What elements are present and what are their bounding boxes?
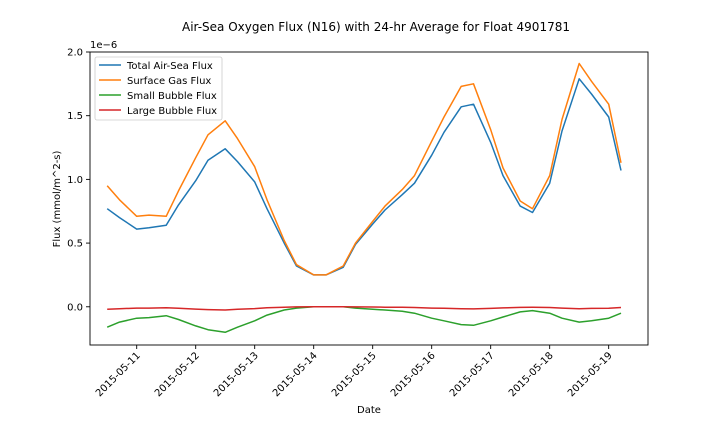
series-line <box>106 62 622 276</box>
y-tick-label: 0.5 <box>67 239 83 250</box>
x-tick-label: 2015-05-11 <box>94 350 143 399</box>
series-line <box>106 306 622 334</box>
x-tick-label: 2015-05-16 <box>389 350 438 399</box>
y-tick-label: 1.0 <box>67 175 83 186</box>
y-tick-label: 0.0 <box>67 302 83 313</box>
x-tick-label: 2015-05-12 <box>153 350 202 399</box>
chart-title: Air-Sea Oxygen Flux (N16) with 24-hr Ave… <box>182 20 570 34</box>
series-line <box>107 306 622 311</box>
plot-frame <box>89 51 649 346</box>
y-offset-label: 1e−6 <box>90 40 117 51</box>
y-axis-label: Flux (mmol/m^2-s) <box>52 150 63 247</box>
x-tick-label: 2015-05-14 <box>271 350 320 399</box>
x-tick-label: 2015-05-19 <box>566 350 615 399</box>
y-tick-label: 2.0 <box>67 48 83 59</box>
x-tick-label: 2015-05-18 <box>507 350 556 399</box>
legend-box <box>94 56 223 121</box>
x-axis-label: Date <box>357 405 381 416</box>
x-tick-label: 2015-05-15 <box>330 350 379 399</box>
legend: Total Air-Sea Flux Surface Gas Flux Small … <box>94 56 223 121</box>
legend-entry: Large Bubble Flux <box>127 106 217 117</box>
y-tick-label: 1.5 <box>67 111 83 122</box>
legend-entry: Surface Gas Flux <box>127 76 211 87</box>
legend-entry: Small Bubble Flux <box>127 91 217 102</box>
legend-entry: Total Air-Sea Flux <box>126 61 213 72</box>
x-tick-label: 2015-05-17 <box>448 350 497 399</box>
series-lines <box>106 62 622 334</box>
x-tick-label: 2015-05-13 <box>212 350 261 399</box>
series-line <box>106 78 622 276</box>
